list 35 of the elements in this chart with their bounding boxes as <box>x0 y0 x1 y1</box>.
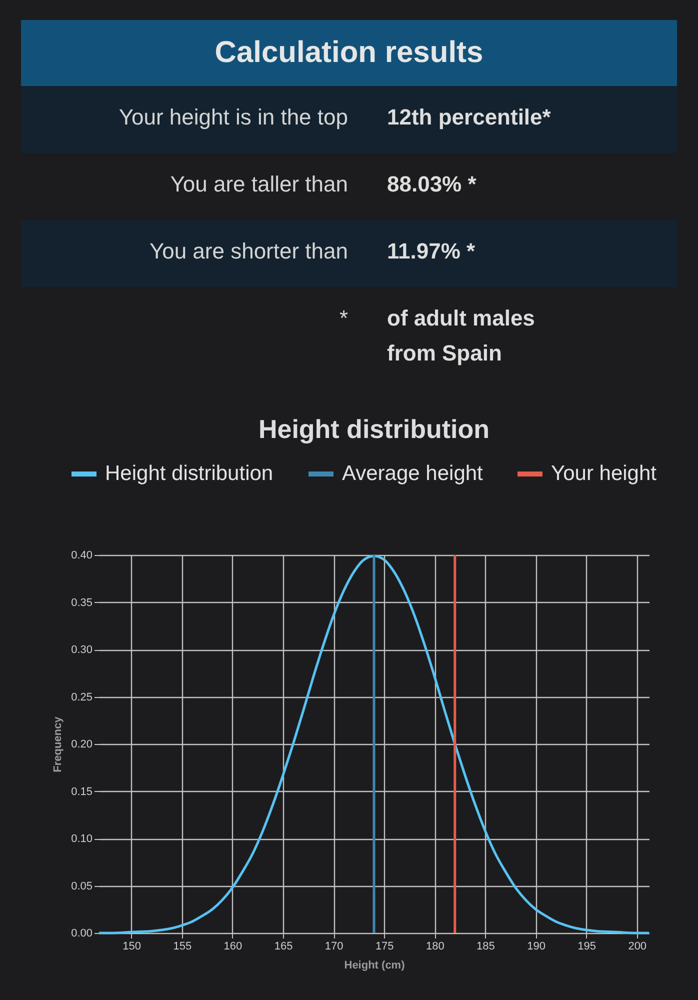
y-tick-label: 0.40 <box>71 550 92 562</box>
text: You are shorter than <box>149 238 348 264</box>
y-tick-label: 0.25 <box>71 691 92 704</box>
chart-title: Height distribution <box>258 414 490 444</box>
text: 88.03% * <box>387 172 477 196</box>
text: 12th percentile* <box>387 104 552 130</box>
y-tick-label: 0.30 <box>71 644 92 656</box>
x-tick-label: 155 <box>173 940 192 952</box>
y-axis-title: Frequency <box>52 716 64 772</box>
text: Your height is in the top <box>118 104 348 130</box>
text: Calculation results <box>214 36 484 69</box>
x-tick-label: 200 <box>628 940 647 952</box>
text: 11.97% * <box>387 238 476 264</box>
y-tick-label: 0.05 <box>71 880 92 892</box>
legend-label: Your height <box>551 462 657 485</box>
y-tick-label: 0.15 <box>71 786 92 798</box>
x-tick-label: 175 <box>375 940 394 952</box>
x-axis-title: Height (cm) <box>344 960 406 972</box>
y-tick-label: 0.00 <box>71 928 92 940</box>
legend-label: Average height <box>342 462 484 485</box>
y-tick-label: 0.20 <box>71 738 92 750</box>
text: * <box>339 306 348 330</box>
x-tick-label: 185 <box>476 940 495 952</box>
legend-label: Height distribution <box>105 462 274 485</box>
x-tick-label: 180 <box>426 940 444 952</box>
text: You are taller than <box>170 172 348 196</box>
x-tick-label: 150 <box>122 940 142 952</box>
y-tick-label: 0.35 <box>71 596 92 609</box>
x-tick-label: 190 <box>527 940 546 952</box>
y-tick-label: 0.10 <box>71 833 92 845</box>
x-tick-label: 165 <box>274 940 293 952</box>
text: of adult males from Spain <box>387 306 535 366</box>
x-tick-label: 160 <box>224 940 242 952</box>
x-tick-label: 195 <box>578 940 596 952</box>
x-tick-label: 170 <box>324 940 344 952</box>
